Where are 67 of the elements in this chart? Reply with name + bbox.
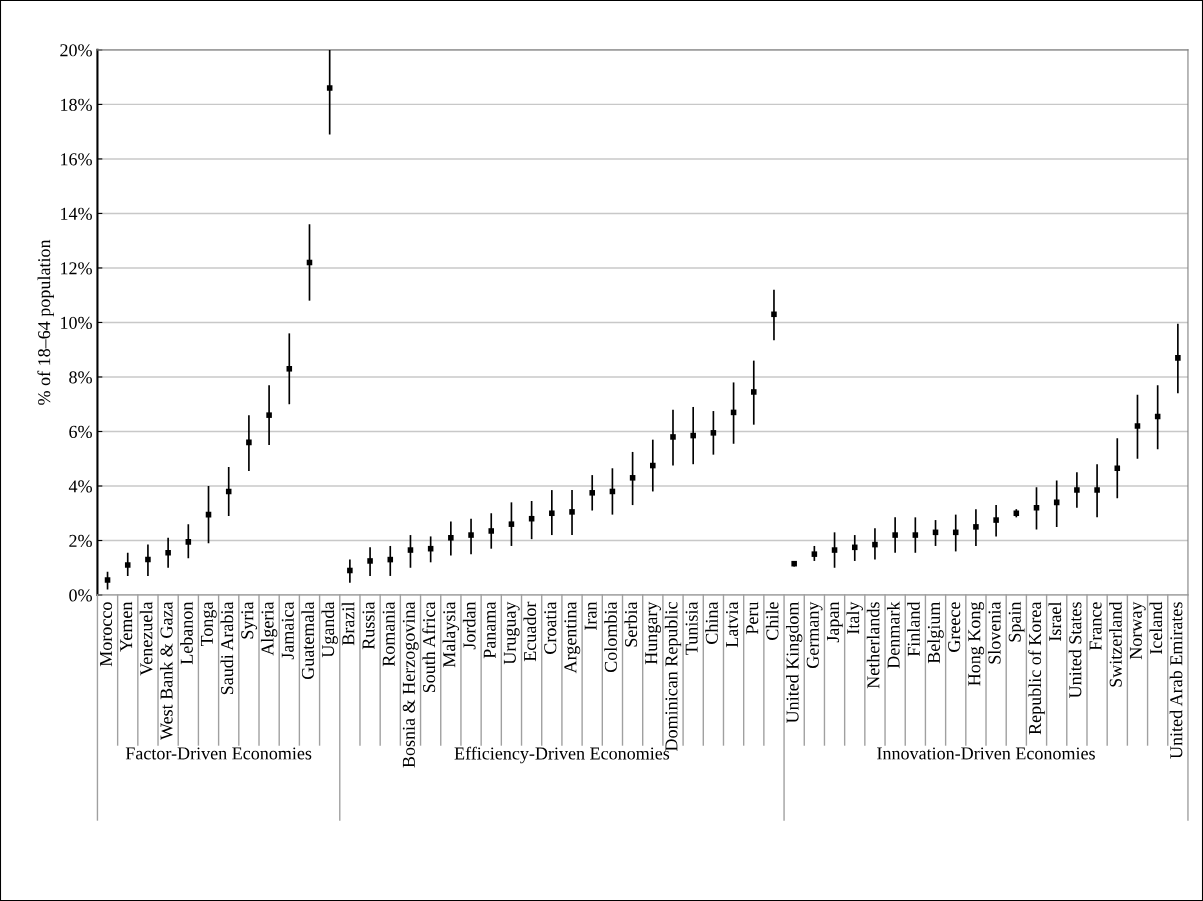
x-tick-label: Guatemala [301,601,315,680]
x-tick-label: United Arab Emirates [1169,602,1183,759]
y-tick-label: 20% [60,44,92,57]
x-tick-label: Ecuador [523,601,537,662]
y-tick-label: 6% [69,425,92,438]
x-tick-label: Venezuela [139,601,153,676]
x-tick-label: Israel [1048,601,1062,642]
x-tick-label: Romania [382,601,395,667]
y-tick-label: 12% [61,262,92,275]
x-tick-label: Jordan [462,601,476,650]
x-tick-label: Croatia [544,601,557,654]
x-tick-label: Iceland [1149,601,1163,655]
x-tick-label: Syria [241,601,258,639]
x-tick-label: Tunisia [685,601,698,655]
y-tick-label: 2% [69,534,92,548]
x-tick-label: South Africa [422,601,436,693]
x-tick-label: Colombia [604,601,617,673]
text: Innovation-Driven Economies [877,747,1095,760]
y-tick-label: 10% [61,316,92,329]
x-tick-label: Norway [1129,601,1146,660]
x-tick-label: Morocco [100,602,113,667]
x-tick-label: Yemen [120,601,133,652]
x-tick-label: Hungary [645,601,661,665]
x-tick-label: China [705,601,718,644]
x-tick-label: Bosnia & Herzogovina [402,601,419,768]
x-tick-label: Greece [948,602,961,652]
x-tick-label: Germany [806,601,823,668]
y-tick-label: 0% [69,589,92,602]
x-tick-label: Denmark [886,601,900,669]
x-tick-label: France [1089,602,1102,651]
x-tick-label: Peru [746,601,759,635]
x-tick-label: Saudi Arabia [220,601,234,695]
x-tick-label: Jamaica [281,601,294,660]
x-tick-label: Iran [584,601,597,630]
x-tick-label: Panama [483,601,496,659]
x-tick-label: Slovenia [987,601,1001,664]
x-tick-label: Brazil [341,601,355,646]
x-tick-label: Chile [765,602,779,640]
y-axis-title: % of 18–64 population [37,239,54,405]
x-tick-label: United Kingdom [785,601,803,724]
y-tick-label: 14% [61,207,92,220]
x-tick-label: Italy [846,601,863,634]
x-tick-label: Latvia [725,601,739,648]
x-tick-label: Netherlands [866,602,880,689]
x-tick-label: Finland [907,601,920,657]
y-tick-label: 18% [61,98,92,111]
x-tick-label: Japan [827,601,843,643]
x-tick-label: Argentina [564,601,581,674]
x-tick-label: Algeria [260,601,278,656]
text: Factor-Driven Economies [125,747,312,760]
x-tick-label: Malaysia [442,601,460,668]
x-tick-label: Lebanon [180,601,193,665]
x-tick-label: Russia [362,601,375,650]
x-tick-label: Hong Kong [968,601,985,686]
x-tick-label: Spain [1008,601,1025,642]
x-tick-label: Belgium [927,601,944,664]
x-tick-label: West Bank & Gaza [159,601,173,740]
x-tick-label: Tonga [200,601,217,647]
x-tick-label: Republic of Korea [1028,601,1045,735]
x-tick-label: Switzerland [1109,601,1122,687]
y-tick-label: 16% [61,153,92,166]
x-tick-label: Serbia [624,601,638,647]
x-tick-label: United States [1068,602,1082,698]
y-tick-label: 4% [68,480,92,493]
x-tick-label: Uganda [321,601,338,658]
x-tick-label: Uruguay [503,601,520,665]
y-tick-label: 8% [69,371,92,384]
